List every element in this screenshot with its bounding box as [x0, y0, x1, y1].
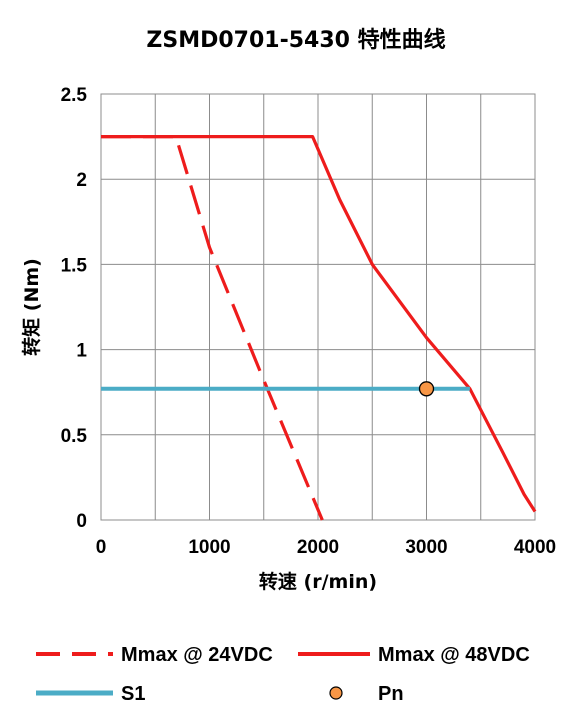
y-tick-label: 0.5 — [61, 426, 88, 447]
y-axis-title: 转矩 (Nm) — [20, 258, 43, 356]
legend-label-s1: S1 — [121, 683, 145, 705]
series-line-mmax-48vdc — [101, 135, 537, 513]
plot-area-border — [100, 93, 536, 521]
legend-label-pn: Pn — [378, 683, 404, 705]
x-tick-label: 0 — [96, 537, 107, 558]
x-tick-label: 3000 — [405, 537, 447, 558]
y-tick-label: 1 — [76, 341, 87, 362]
x-axis-title: 转速 (r/min) — [259, 570, 377, 593]
legend: Mmax @ 24VDC Mmax @ 48VDC S1 Pn — [36, 644, 530, 705]
tick-labels: 0 1000 2000 3000 4000 0 0.5 1 1.5 2 2.5 — [61, 85, 557, 558]
x-tick-label: 1000 — [188, 537, 230, 558]
y-tick-label: 2 — [76, 170, 87, 191]
series-point-pn — [418, 381, 435, 397]
series-layer — [101, 135, 537, 521]
grid — [101, 94, 535, 520]
legend-label-mmax-24vdc: Mmax @ 24VDC — [121, 644, 273, 666]
y-tick-label: 0 — [76, 511, 87, 532]
x-tick-label: 2000 — [297, 537, 339, 558]
series-line-mmax-24vdc — [101, 135, 324, 521]
legend-marker-pn — [329, 686, 343, 700]
y-tick-label: 2.5 — [61, 85, 88, 106]
chart-title: ZSMD0701-5430 特性曲线 — [146, 27, 445, 53]
y-tick-label: 1.5 — [61, 255, 88, 276]
x-tick-label: 4000 — [514, 537, 556, 558]
legend-label-mmax-48vdc: Mmax @ 48VDC — [378, 644, 530, 666]
